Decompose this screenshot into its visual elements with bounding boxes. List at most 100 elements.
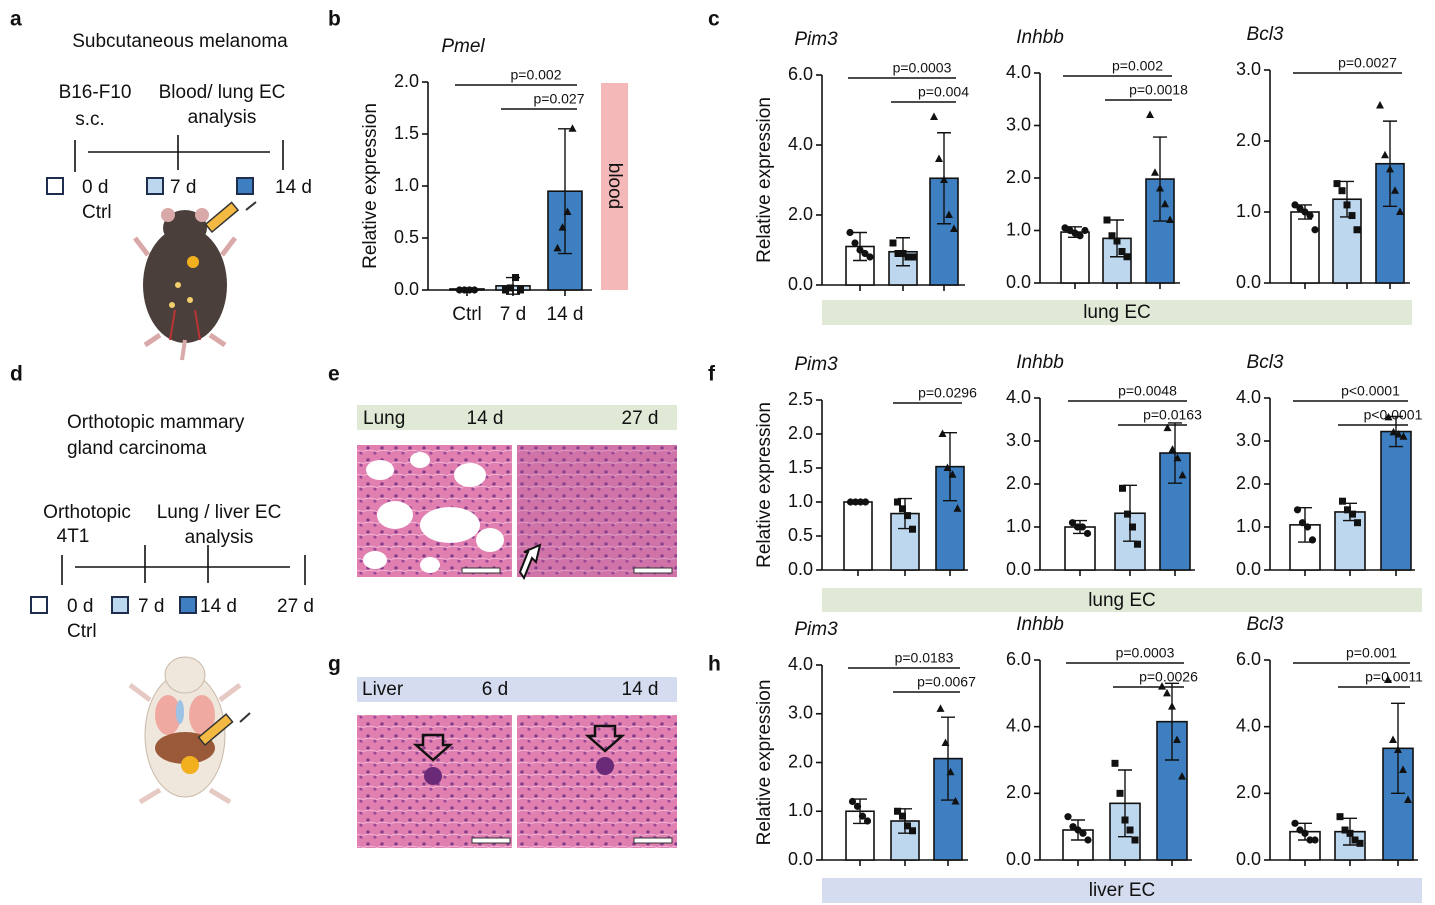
y-tick-label: 4.0 xyxy=(788,134,813,154)
data-point xyxy=(1301,208,1309,216)
data-point xyxy=(1396,207,1404,215)
y-tick-label: 1.0 xyxy=(1236,516,1261,536)
y-tick-label: 4.0 xyxy=(1006,715,1031,735)
y-tick-label: 2.0 xyxy=(788,423,813,443)
chart-title: Bcl3 xyxy=(1247,614,1284,635)
y-tick-label: 0.5 xyxy=(788,525,813,545)
data-point xyxy=(889,239,897,247)
data-point xyxy=(1384,675,1392,683)
y-tick-label: 0.0 xyxy=(394,279,419,299)
error-bar xyxy=(1118,769,1132,838)
p-value: p=0.0003 xyxy=(1116,645,1175,661)
data-point xyxy=(948,470,957,478)
data-point xyxy=(1168,702,1176,710)
data-point xyxy=(1351,836,1359,844)
data-point xyxy=(863,817,872,825)
data-point xyxy=(1178,772,1186,780)
chart-title: Inhbb xyxy=(1016,614,1064,635)
data-point xyxy=(1303,523,1312,531)
y-tick-label: 1.0 xyxy=(1006,219,1031,239)
y-tick-label: 4.0 xyxy=(1006,387,1031,407)
p-value: p<0.0001 xyxy=(1341,383,1400,399)
data-point xyxy=(517,286,524,294)
p-value: p=0.0296 xyxy=(918,385,977,401)
data-point xyxy=(1353,226,1361,234)
event-label: Blood/ lung EC xyxy=(159,82,286,103)
arrow xyxy=(518,543,542,581)
event-label: s.c. xyxy=(75,109,105,130)
data-point xyxy=(1079,829,1087,837)
time-label: 14 d xyxy=(467,408,504,429)
timepoint-label: 0 d xyxy=(67,596,93,617)
data-point xyxy=(1338,187,1346,195)
data-point xyxy=(953,504,962,512)
data-point xyxy=(1339,497,1346,505)
data-point xyxy=(1391,186,1399,194)
data-point xyxy=(1113,237,1121,245)
data-point xyxy=(1306,211,1314,220)
data-point xyxy=(1131,836,1139,844)
data-point xyxy=(512,274,519,282)
error-bar xyxy=(941,716,955,801)
data-point xyxy=(470,286,479,294)
data-point xyxy=(1291,201,1299,209)
y-tick-label: 0.0 xyxy=(1236,272,1261,292)
y-tick-label: 0.0 xyxy=(1006,849,1031,869)
data-point xyxy=(1166,215,1174,223)
data-point xyxy=(909,525,916,533)
data-point xyxy=(1163,688,1171,697)
time-label: 14 d xyxy=(622,679,659,700)
bar xyxy=(1060,231,1090,284)
y-tick-label: 2.0 xyxy=(1006,782,1031,802)
data-point xyxy=(856,498,865,506)
data-point xyxy=(1076,232,1084,240)
header-bar xyxy=(357,405,677,430)
y-tick-label: 4.0 xyxy=(1236,715,1261,735)
scale-bar xyxy=(633,837,673,844)
data-point xyxy=(1394,745,1402,753)
event-label: 4T1 xyxy=(57,526,90,547)
p-value: p=0.002 xyxy=(511,67,562,83)
event-label: B16-F10 xyxy=(59,82,132,103)
data-point xyxy=(936,704,945,712)
p-value: p=0.0048 xyxy=(1118,383,1177,399)
y-tick-label: 6.0 xyxy=(1006,649,1031,669)
data-point xyxy=(1311,836,1319,844)
panel-title: Subcutaneous melanoma xyxy=(72,31,288,52)
data-point xyxy=(1123,253,1131,261)
event-label: Lung / liver EC xyxy=(157,502,282,523)
band xyxy=(822,300,1412,325)
bar xyxy=(1290,211,1320,284)
data-point xyxy=(1129,523,1136,531)
data-point xyxy=(861,249,869,258)
legend-square xyxy=(179,596,197,614)
data-point xyxy=(1348,212,1356,220)
data-point xyxy=(1064,813,1072,821)
data-point xyxy=(502,286,509,294)
data-point xyxy=(1173,735,1181,743)
timepoint-label: 14 d xyxy=(200,596,237,617)
data-point xyxy=(938,429,947,437)
data-point xyxy=(1119,484,1126,492)
data-point xyxy=(1301,829,1309,837)
error-bar xyxy=(1153,136,1167,222)
data-point xyxy=(853,802,862,810)
data-point xyxy=(848,797,857,806)
data-point xyxy=(1399,765,1407,773)
y-tick-label: 1.0 xyxy=(1006,516,1031,536)
y-tick-label: 0.5 xyxy=(394,227,419,247)
data-point xyxy=(1343,201,1351,209)
error-bar xyxy=(943,431,957,502)
y-tick-label: 0.0 xyxy=(788,849,813,869)
data-point xyxy=(1311,226,1319,234)
data-point xyxy=(1389,735,1397,743)
band xyxy=(822,878,1422,903)
data-point xyxy=(846,228,854,237)
data-point xyxy=(946,767,955,776)
y-tick-label: 2.0 xyxy=(1236,782,1261,802)
event-label: Orthotopic xyxy=(43,502,131,523)
histology-image xyxy=(517,445,677,577)
data-point xyxy=(866,253,874,261)
data-point xyxy=(507,284,514,292)
